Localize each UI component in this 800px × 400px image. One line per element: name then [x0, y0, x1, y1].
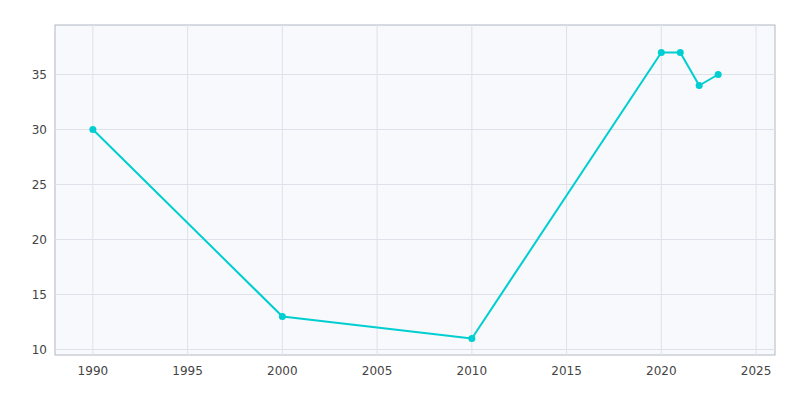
x-tick-label: 2010: [457, 364, 488, 378]
x-tick-label: 2015: [551, 364, 582, 378]
y-tick-label: 10: [32, 343, 47, 357]
point: [89, 126, 96, 133]
grid-line-y: [55, 239, 775, 240]
line: [93, 53, 718, 339]
plot-frame: [55, 25, 775, 355]
point: [715, 71, 722, 78]
plot-area: [89, 49, 721, 342]
y-tick-label: 20: [32, 233, 47, 247]
point: [279, 313, 286, 320]
x-tick-label: 2025: [741, 364, 772, 378]
y-tick-label: 15: [32, 288, 47, 302]
point: [468, 335, 475, 342]
y-tick-label: 35: [32, 68, 47, 82]
grid-line-y: [55, 294, 775, 295]
point: [677, 49, 684, 56]
grid-line-y: [55, 349, 775, 350]
point: [696, 82, 703, 89]
grid-line-y: [55, 74, 775, 75]
chart-container: 1990199520002005201020152020202510152025…: [0, 0, 800, 400]
x-tick-label: 1995: [172, 364, 203, 378]
grid-line-y: [55, 184, 775, 185]
y-tick-label: 25: [32, 178, 47, 192]
x-tick-label: 1990: [78, 364, 109, 378]
x-tick-label: 2000: [267, 364, 298, 378]
chart-svg: 1990199520002005201020152020202510152025…: [0, 0, 800, 400]
x-tick-label: 2020: [646, 364, 677, 378]
grid: [55, 25, 775, 355]
tick-labels: 1990199520002005201020152020202510152025…: [32, 68, 772, 379]
x-tick-label: 2005: [362, 364, 393, 378]
y-tick-label: 30: [32, 123, 47, 137]
grid-line-y: [55, 129, 775, 130]
point: [658, 49, 665, 56]
